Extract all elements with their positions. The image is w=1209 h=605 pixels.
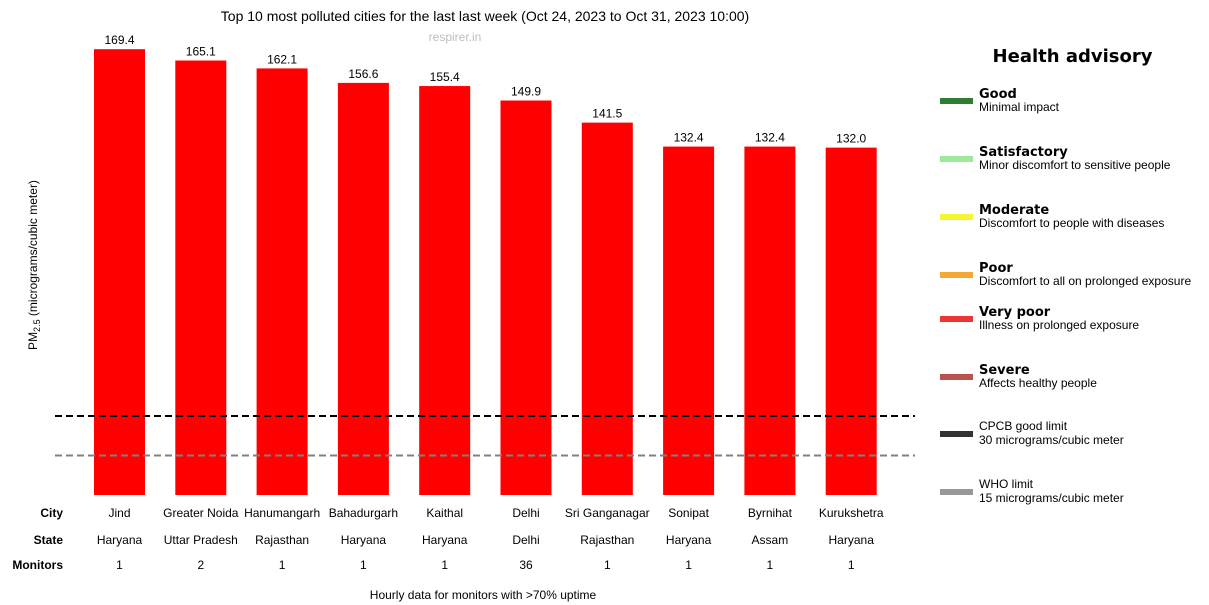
reference-lines (55, 415, 915, 457)
city-cell: Bahadurgarh (329, 506, 398, 520)
state-cell: Haryana (422, 533, 468, 547)
city-cell: Sri Ganganagar (565, 506, 650, 520)
y-axis-label-sub: 2.5 (32, 319, 42, 332)
bar-bahadurgarh (337, 82, 389, 495)
y-axis-label-unit: (micrograms/cubic meter) (26, 180, 40, 319)
legend-swatch (940, 214, 973, 220)
watermark: respirer.in (429, 30, 482, 44)
bar-kaithal (419, 86, 471, 495)
city-cell: Jind (108, 506, 130, 520)
row-label-city: City (40, 506, 63, 520)
legend-description: Minor discomfort to sensitive people (979, 158, 1171, 172)
y-axis-label-main: PM (26, 332, 40, 350)
legend-description: Illness on prolonged exposure (979, 318, 1140, 332)
monitors-cell: 1 (604, 558, 611, 572)
city-cell: Greater Noida (163, 506, 239, 520)
legend-description-detail: 30 micrograms/cubic meter (979, 433, 1124, 447)
city-cell: Kurukshetra (819, 506, 884, 520)
bar-greater-noida (175, 60, 227, 496)
bar-value-label: 149.9 (511, 85, 541, 99)
monitors-cell: 2 (197, 558, 204, 572)
legend-title: Good (979, 87, 1017, 102)
monitors-cell: 1 (116, 558, 123, 572)
bar-byrnihat (744, 146, 796, 495)
bar-value-label: 169.4 (104, 33, 134, 47)
bars: 169.4 165.1 162.1 156.6 155.4 149.9 141.5 132.4… (94, 33, 877, 496)
bar-kurukshetra (825, 147, 877, 496)
legend-title: Moderate (979, 203, 1050, 218)
state-cell: Rajasthan (255, 533, 309, 547)
bar-jind (94, 49, 145, 495)
chart-title: Top 10 most polluted cities for the last… (221, 8, 749, 24)
bar-hanumangarh (256, 68, 308, 496)
bar-value-label: 155.4 (430, 70, 460, 84)
state-cell: Assam (752, 533, 789, 547)
legend-swatch (940, 374, 973, 380)
y-axis-label: PM2.5 (micrograms/cubic meter) (26, 180, 42, 350)
bar-sonipat (663, 146, 715, 495)
legend-swatch (940, 431, 973, 437)
city-cell: Byrnihat (748, 506, 793, 520)
legend-description: Affects healthy people (979, 376, 1097, 390)
legend-description: CPCB good limit (979, 419, 1068, 433)
bar-value-label: 162.1 (267, 52, 297, 66)
monitors-cell: 1 (685, 558, 692, 572)
state-cell: Rajasthan (580, 533, 634, 547)
legend-title: Poor (979, 261, 1013, 276)
row-label-monitors: Monitors (12, 558, 63, 572)
legend-heading: Health advisory (992, 46, 1153, 67)
bar-value-label: 141.5 (592, 107, 622, 121)
legend-description: Minimal impact (979, 100, 1060, 114)
legend-swatch (940, 156, 973, 162)
legend-title: Severe (979, 363, 1030, 378)
legend-swatch (940, 272, 973, 278)
bar-delhi (500, 100, 552, 495)
legend-swatch (940, 316, 973, 322)
legend-swatch (940, 98, 973, 104)
state-cell: Haryana (97, 533, 143, 547)
legend-description: WHO limit (979, 477, 1033, 491)
legend-description: Discomfort to all on prolonged exposure (979, 274, 1192, 288)
city-cell: Kaithal (426, 506, 463, 520)
monitors-cell: 36 (519, 558, 533, 572)
state-cell: Haryana (829, 533, 875, 547)
bar-value-label: 132.4 (755, 131, 785, 145)
city-cell: Sonipat (668, 506, 709, 520)
legend-title: Satisfactory (979, 145, 1068, 160)
bar-value-label: 165.1 (186, 45, 216, 59)
bar-value-label: 132.4 (674, 131, 704, 145)
footnote: Hourly data for monitors with >70% uptim… (370, 588, 597, 602)
bar-value-label: 132.0 (836, 132, 866, 146)
legend-title: Very poor (979, 305, 1051, 320)
monitors-cell: 1 (360, 558, 367, 572)
monitors-cell: 1 (441, 558, 448, 572)
row-label-state: State (34, 533, 64, 547)
state-cell: Delhi (512, 533, 539, 547)
monitors-cell: 1 (767, 558, 774, 572)
legend-swatch (940, 489, 973, 495)
legend-description: Discomfort to people with diseases (979, 216, 1165, 230)
bar-sri-ganganagar (581, 122, 633, 495)
city-table: City Jind Greater Noida Hanumangarh Bahadurg… (12, 506, 884, 572)
legend-description-detail: 15 micrograms/cubic meter (979, 491, 1124, 505)
state-cell: Uttar Pradesh (164, 533, 238, 547)
monitors-cell: 1 (279, 558, 286, 572)
state-cell: Haryana (341, 533, 387, 547)
city-cell: Delhi (512, 506, 539, 520)
city-cell: Hanumangarh (244, 506, 320, 520)
bar-value-label: 156.6 (348, 67, 378, 81)
monitors-cell: 1 (848, 558, 855, 572)
state-cell: Haryana (666, 533, 712, 547)
